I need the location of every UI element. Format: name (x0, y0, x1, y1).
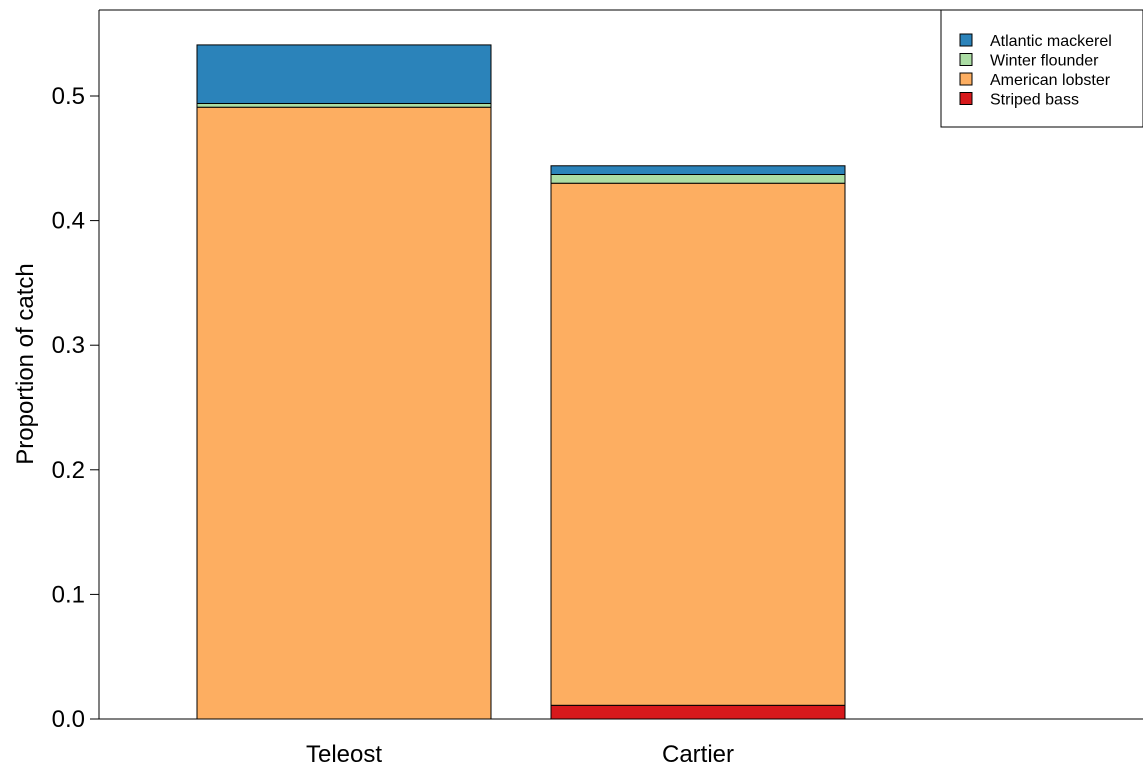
legend-swatch (959, 72, 973, 86)
bar-segment-atlantic-mackerel (550, 165, 846, 175)
y-axis: 0.0 0.1 0.2 0.3 0.4 0.5 (52, 83, 99, 733)
bar-segment-american-lobster (550, 182, 846, 706)
y-tick-label: 0.2 (52, 457, 85, 484)
bar-stacks (196, 44, 846, 720)
legend-label: Winter flounder (990, 53, 1099, 70)
x-category-label: Cartier (662, 741, 734, 767)
x-axis-labels: Teleost Cartier (306, 741, 734, 767)
bar-segment-american-lobster (196, 106, 492, 720)
y-tick-label: 0.4 (52, 208, 85, 235)
legend: Atlantic mackerel Winter flounder American… (940, 9, 1143, 128)
legend-swatch (959, 33, 973, 47)
x-category-label: Teleost (306, 741, 382, 767)
y-tick-label: 0.0 (52, 706, 85, 733)
y-tick-label: 0.3 (52, 332, 85, 359)
legend-swatch (959, 53, 973, 66)
y-tick-label: 0.5 (52, 83, 85, 110)
bar-segment-atlantic-mackerel (196, 44, 492, 104)
legend-label: Atlantic mackerel (990, 33, 1112, 50)
y-axis-title: Proportion of catch (12, 263, 39, 464)
bar-segment-striped-bass (550, 704, 846, 720)
legend-swatch (959, 92, 973, 105)
legend-box (940, 9, 1143, 128)
bar-segment-winter-flounder (196, 102, 492, 108)
legend-label: Striped bass (990, 92, 1079, 109)
legend-label: American lobster (990, 72, 1111, 89)
y-tick-label: 0.1 (52, 581, 85, 608)
bar-segment-winter-flounder (550, 173, 846, 184)
